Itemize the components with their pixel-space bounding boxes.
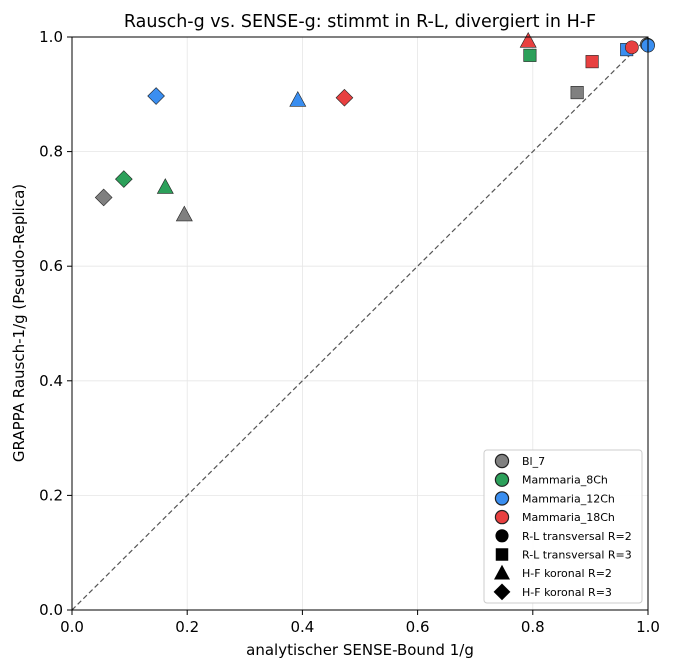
legend-entry-label: H-F koronal R=2 xyxy=(522,567,612,580)
legend-marker-mammaria-18ch xyxy=(494,509,510,525)
x-tick-label: 0.2 xyxy=(175,618,199,636)
data-point xyxy=(156,178,174,194)
legend: Bl_7 Mammaria_8Ch Mammaria_12Ch Mammaria_18… xyxy=(483,449,643,604)
data-point xyxy=(335,88,354,107)
x-tick-label: 0.4 xyxy=(290,618,314,636)
legend-marker-square xyxy=(495,548,509,561)
grid xyxy=(71,36,649,611)
legend-marker-mammaria-12ch xyxy=(494,491,510,506)
y-axis-label: GRAPPA Rausch-1/g (Pseudo-Replica) xyxy=(10,184,28,462)
legend-marker-bl-7 xyxy=(494,453,510,469)
legend-entry-label: H-F koronal R=3 xyxy=(522,586,612,599)
y-tick-label: 0.8 xyxy=(39,143,63,161)
legend-entry-label: R-L transversal R=2 xyxy=(522,530,632,543)
chart-title: Rausch-g vs. SENSE-g: stimmt in R-L, div… xyxy=(124,12,596,32)
data-point xyxy=(175,205,193,222)
data-point xyxy=(94,188,113,207)
legend-entry-label: Bl_7 xyxy=(522,455,545,468)
y-tick-label: 0.6 xyxy=(39,257,63,275)
x-tick-label: 0.6 xyxy=(406,618,430,636)
legend-entry-label: Mammaria_12Ch xyxy=(522,492,615,505)
x-tick-label: 0.0 xyxy=(60,618,84,636)
x-axis-label: analytischer SENSE-Bound 1/g xyxy=(246,641,474,659)
legend-marker-triangle xyxy=(494,564,510,580)
plot-frame xyxy=(71,36,649,611)
y-tick-label: 1.0 xyxy=(39,28,63,46)
y-tick-label: 0.0 xyxy=(39,601,63,619)
y-tick-label: 0.2 xyxy=(39,486,63,504)
x-tick-label: 0.8 xyxy=(521,618,545,636)
data-point xyxy=(625,40,639,55)
data-point xyxy=(585,55,599,69)
legend-box xyxy=(483,449,643,604)
legend-entry-label: Mammaria_18Ch xyxy=(522,511,615,524)
legend-marker-mammaria-8ch xyxy=(494,472,510,487)
data-point xyxy=(115,170,133,188)
legend-entry-label: R-L transversal R=3 xyxy=(522,549,632,562)
data-point xyxy=(523,48,537,62)
legend-entry-label: Mammaria_8Ch xyxy=(522,474,608,487)
x-tick-label: 1.0 xyxy=(636,618,660,636)
legend-marker-diamond xyxy=(493,583,511,601)
data-point xyxy=(289,91,307,107)
axis-ticks: 0.0 0.2 0.4 0.6 0.8 1.0 0.0 0.2 0.4 0.6 0.8 1.0 xyxy=(39,28,660,636)
legend-marker-circle xyxy=(495,529,509,543)
y-tick-label: 0.4 xyxy=(39,372,63,390)
data-point xyxy=(519,31,537,48)
data-point xyxy=(570,86,584,100)
data-point xyxy=(147,87,165,105)
